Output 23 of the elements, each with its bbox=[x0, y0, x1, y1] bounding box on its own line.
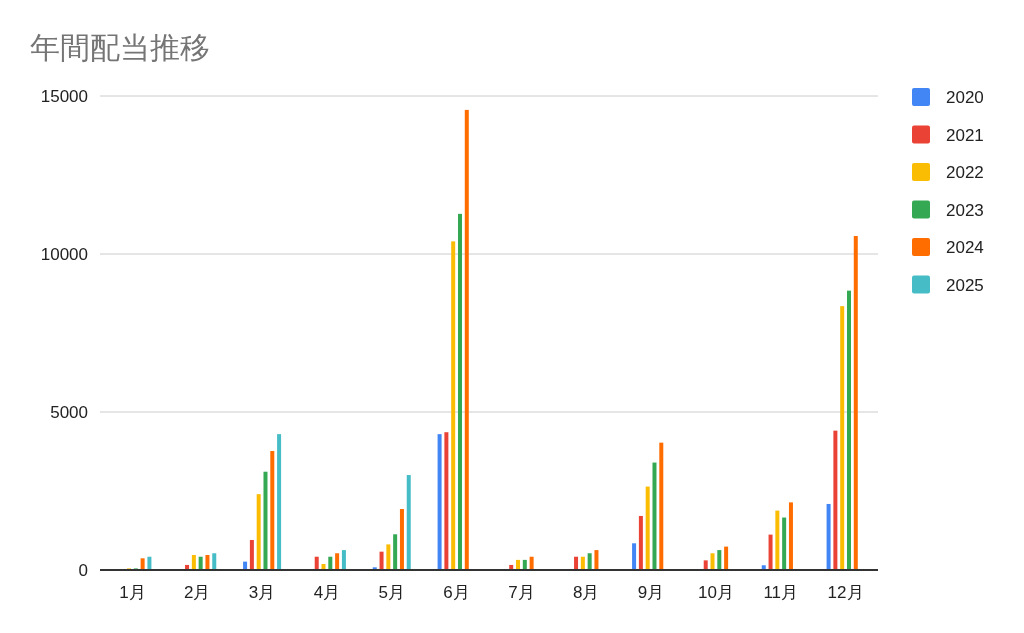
x-tick-label: 9月 bbox=[637, 583, 665, 602]
x-tick-label: 10月 bbox=[697, 583, 734, 602]
x-tick-label: 8月 bbox=[573, 583, 600, 602]
legend-label: 2023 bbox=[946, 200, 984, 220]
x-tick-label: 6月 bbox=[443, 583, 470, 602]
legend-label: 2021 bbox=[946, 125, 984, 145]
x-tick-label: 7月 bbox=[508, 583, 535, 602]
x-tick-label: 5月 bbox=[378, 583, 405, 602]
legend-label: 2022 bbox=[946, 163, 984, 182]
legend-label: 2025 bbox=[946, 275, 984, 295]
legend-label: 2024 bbox=[946, 238, 984, 257]
y-tick-label: 0 bbox=[78, 561, 88, 580]
x-tick-label: 12月 bbox=[827, 583, 864, 602]
x-tick-label: 4月 bbox=[313, 583, 341, 602]
x-tick-label: 11月 bbox=[763, 583, 799, 602]
y-tick-label: 10000 bbox=[40, 245, 88, 264]
y-tick-label: 15000 bbox=[40, 87, 88, 106]
chart-title: 年間配当推移 bbox=[30, 31, 210, 64]
x-tick-label: 3月 bbox=[248, 583, 276, 602]
legend-label: 2020 bbox=[946, 88, 984, 107]
x-tick-label: 2月 bbox=[184, 583, 211, 602]
y-tick-label: 5000 bbox=[50, 403, 88, 422]
x-tick-label: 1月 bbox=[119, 583, 146, 602]
